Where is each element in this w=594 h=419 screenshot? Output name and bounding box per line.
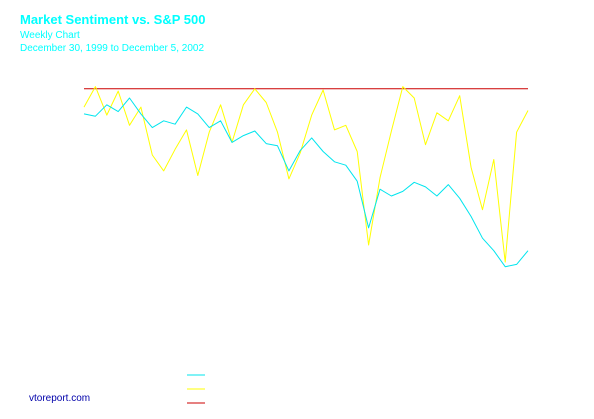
series-layer — [83, 86, 529, 268]
page-title: Market Sentiment vs. S&P 500 — [20, 12, 206, 27]
legend — [187, 374, 205, 404]
page-subtitle: Weekly Chart — [20, 30, 80, 41]
source-credit: vtoreport.com — [29, 393, 91, 404]
sp500-line — [83, 97, 529, 268]
sentiment-line — [83, 86, 529, 263]
date-range: December 30, 1999 to December 5, 2002 — [20, 43, 204, 54]
